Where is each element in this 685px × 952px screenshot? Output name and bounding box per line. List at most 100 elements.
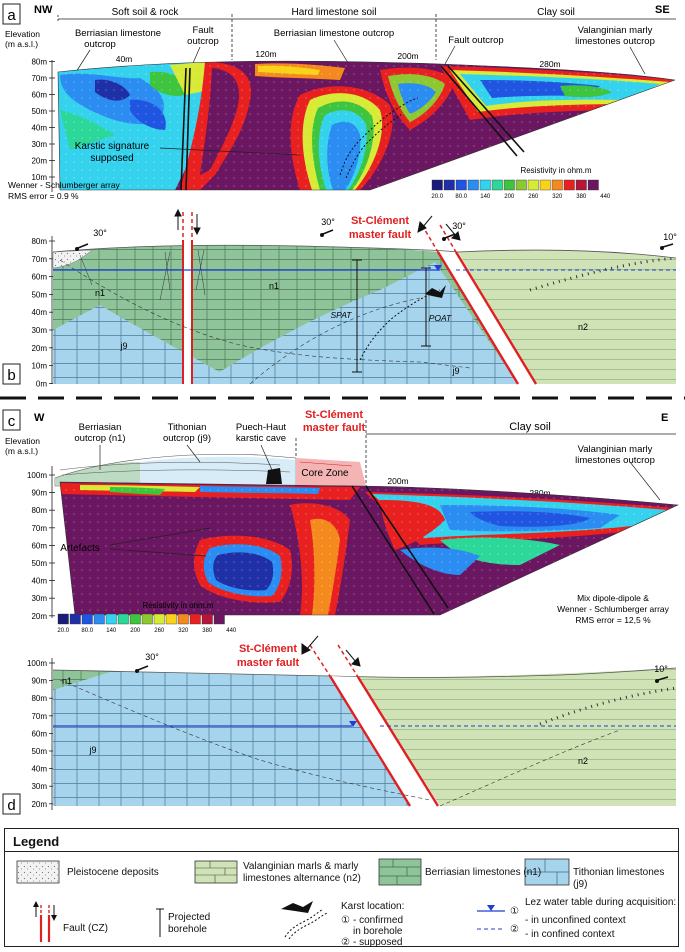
legend-water-1: - in unconfined context: [525, 915, 626, 926]
color-scale-tick: 20.0: [57, 628, 69, 634]
distance-280m: 280m: [539, 59, 560, 69]
karst-confirmed-b: [425, 285, 446, 298]
elevation-label-c: Elevation: [5, 436, 40, 446]
annotation-valanginian-c-1: Valanginian marly: [578, 444, 653, 455]
y-tick-label: 70m: [31, 712, 47, 721]
y-tick-label: 20m: [31, 157, 47, 166]
dip-b-1: 30°: [93, 228, 107, 238]
panel-d-badge: [2, 793, 21, 815]
legend-pleistocene: Pleistocene deposits: [67, 867, 159, 878]
leader-artefacts: [109, 527, 211, 557]
y-tick-label: 60m: [31, 541, 47, 550]
unit-label-n2-b: n2: [578, 322, 588, 332]
fault-label-b-2: master fault: [349, 229, 412, 241]
fault-line-d-1: [328, 675, 412, 807]
y-tick-label: 50m: [31, 747, 47, 756]
annotation-fault-a-1: Fault: [192, 25, 213, 36]
y-axis-b: 80m 70m 60m 50m 40m 30m 20m 10m 0m: [31, 236, 55, 388]
karst-supposed-icon: [284, 908, 324, 938]
color-scale-swatch: [587, 179, 599, 191]
color-scale-swatch: [117, 613, 129, 625]
color-scale-swatch: [165, 613, 177, 625]
annotation-valanginian-a-1: Valanginian marly: [578, 25, 653, 36]
resistivity-title-a: Resistivity in ohm.m: [520, 166, 591, 175]
fault-label-c-2: master fault: [303, 422, 366, 434]
y-tick-label: 60m: [31, 729, 47, 738]
legend-karst-circ2: ②: [341, 937, 350, 948]
zone-hard-limestone: Hard limestone soil: [291, 7, 376, 18]
panel-b-badge: [2, 363, 21, 385]
color-scale-swatch: [527, 179, 539, 191]
fault-zone-d: [330, 676, 438, 806]
annotation-karstic-2: supposed: [90, 153, 133, 164]
panel-a-badge: [2, 3, 21, 25]
panel-c-badge: [2, 409, 21, 431]
unit-label-j9-d: j9: [88, 745, 96, 755]
fault-projection-b: [421, 224, 457, 253]
unit-label-j9-b-2: j9: [451, 366, 459, 376]
karst-signature-a: [339, 97, 419, 176]
y-tick-label: 10m: [31, 173, 47, 182]
rms-c: RMS error = 12,5 %: [575, 615, 651, 625]
annotation-cave-1: Puech-Haut: [236, 422, 287, 433]
borehole-icon: [156, 908, 164, 937]
y-tick-label: 50m: [31, 290, 47, 299]
color-scale-swatch: [539, 179, 551, 191]
color-scale-tick: 200: [504, 194, 515, 200]
borehole-poat: POAT: [429, 313, 452, 323]
y-tick-label: 20m: [31, 344, 47, 353]
dip-b-3: 30°: [452, 221, 466, 231]
legend: Legend: [4, 828, 679, 948]
water-table-marker-d: [349, 721, 357, 727]
y-tick-label: 30m: [31, 594, 47, 603]
resistivity-title-c: Resistivity in ohm.m: [142, 601, 213, 610]
color-scale-swatch: [479, 179, 491, 191]
unit-j9-b-left: [53, 305, 240, 384]
unit-label-n1-d: n1: [62, 676, 72, 686]
direction-nw: NW: [34, 4, 53, 16]
y-tick-label: 30m: [31, 782, 47, 791]
color-scale-swatch: [129, 613, 141, 625]
fault-label-b-1: St-Clément: [351, 215, 409, 227]
outcrop-sketch-c: [54, 453, 366, 487]
y-tick-label: 40m: [31, 124, 47, 133]
section-outline-a: [57, 60, 676, 191]
y-tick-label: 10m: [31, 362, 47, 371]
legend-karst-1a: - confirmed: [353, 915, 404, 926]
y-tick-label: 60m: [31, 91, 47, 100]
color-scale-swatch: [455, 179, 467, 191]
swatch-valanginian: [194, 860, 238, 884]
dip-symbols-d: [135, 665, 669, 683]
y-tick-label: 40m: [31, 765, 47, 774]
elevation-unit-a: (m a.s.l.): [5, 39, 38, 49]
distance-280m-c: 280m: [529, 488, 550, 498]
legend-separator: [5, 851, 678, 852]
y-tick-label: 20m: [31, 612, 47, 621]
legend-karst-title: Karst location:: [341, 901, 405, 912]
unit-label-n2-d: n2: [578, 756, 588, 766]
section-outline-c: [59, 481, 680, 616]
rms-a: RMS error = 0.9 %: [8, 191, 79, 201]
color-scale-swatch: [431, 179, 443, 191]
y-axis-d: 100m 90m 80m 70m 60m 50m 40m 30m 20m: [27, 658, 55, 810]
y-tick-label: 80m: [31, 694, 47, 703]
panel-b: 80m 70m 60m 50m 40m 30m 20m 10m 0m: [2, 208, 677, 388]
core-zone-label: Core Zone: [301, 468, 349, 479]
fault-projection-d: [309, 644, 359, 678]
legend-karst-circ1: ①: [341, 915, 350, 926]
pleistocene-b: [52, 249, 93, 269]
legend-karst-2: - supposed: [353, 937, 403, 948]
color-scale-tick: 380: [576, 194, 587, 200]
color-scale-c: 20.0 80.0 140 200 260 320 380 440: [57, 613, 237, 634]
y-tick-label: 100m: [27, 659, 47, 668]
direction-se: SE: [655, 4, 670, 16]
swatch-tithonian: [524, 858, 570, 886]
color-scale-swatch: [93, 613, 105, 625]
color-scale-tick: 260: [154, 628, 165, 634]
fault-label-d-1: St-Clément: [239, 643, 297, 655]
distance-200m: 200m: [397, 51, 418, 61]
annotation-cave-2: karstic cave: [236, 433, 286, 444]
zone-clay-soil: Clay soil: [537, 7, 575, 18]
y-tick-label: 80m: [31, 237, 47, 246]
